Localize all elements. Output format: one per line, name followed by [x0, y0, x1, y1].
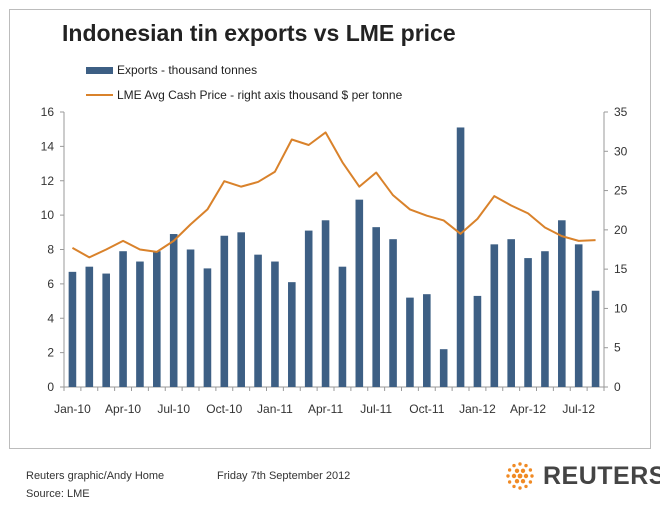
exports-bar	[490, 244, 499, 387]
price-line	[71, 131, 596, 259]
exports-bar	[591, 290, 600, 387]
right-tick-label: 30	[614, 144, 628, 158]
exports-bar	[406, 297, 414, 387]
x-tick-label: Jul-11	[360, 402, 392, 416]
exports-bar	[254, 254, 262, 387]
logo-dot	[520, 468, 526, 474]
logo-dot	[523, 473, 529, 479]
exports-bar	[68, 271, 77, 387]
left-tick-label: 8	[47, 243, 54, 257]
legend-label-exports: Exports - thousand tonnes	[117, 63, 258, 77]
legend-label-price: LME Avg Cash Price - right axis thousand…	[117, 88, 403, 102]
logo-dot	[530, 474, 534, 478]
logo-dot	[511, 473, 517, 479]
x-tick-label: Jan-12	[459, 402, 496, 416]
exports-bar	[102, 273, 110, 387]
right-tick-label: 0	[614, 380, 621, 394]
exports-bar	[389, 239, 397, 387]
exports-bar	[153, 251, 161, 387]
logo-dot	[512, 463, 516, 468]
logo-dot	[528, 468, 533, 472]
right-tick-label: 10	[614, 301, 628, 315]
credit-text: Reuters graphic/Andy Home	[26, 470, 165, 482]
legend-item-exports: Exports - thousand tonnes	[86, 63, 257, 77]
x-tick-label: Oct-10	[206, 402, 242, 416]
exports-bar	[288, 282, 296, 387]
exports-bar	[456, 127, 465, 387]
logo-dot	[524, 484, 528, 489]
right-tick-label: 5	[614, 341, 621, 355]
exports-bar	[507, 239, 515, 387]
exports-bar	[473, 295, 482, 387]
left-tick-label: 4	[47, 311, 54, 325]
exports-bar	[541, 251, 549, 387]
logo-dot	[518, 462, 522, 466]
exports-bar	[136, 261, 144, 387]
logo-dot	[507, 480, 512, 484]
left-tick-label: 14	[41, 139, 55, 153]
exports-bar	[574, 244, 583, 387]
logo-dot	[524, 463, 528, 468]
logo-dot	[512, 484, 516, 489]
x-tick-label: Apr-12	[510, 402, 546, 416]
exports-bar	[220, 235, 229, 387]
logo-dot	[520, 478, 526, 484]
plot-area: 0 2 4 6 8 10 12 14 16 0 5 10 15 20 25 30 35 Jan-10 Apr-10 J…	[41, 105, 628, 416]
left-tick-label: 0	[47, 380, 54, 394]
exports-bar	[558, 220, 566, 387]
x-tick-label: Oct-11	[409, 402, 444, 416]
date-text: Friday 7th September 2012	[217, 470, 351, 482]
x-tick-label: Jan-11	[257, 402, 293, 416]
exports-bar	[524, 258, 532, 387]
legend-swatch-exports	[86, 66, 113, 74]
x-tick-label: Jan-10	[54, 402, 91, 416]
exports-bar	[321, 220, 330, 387]
left-tick-label: 10	[41, 208, 55, 222]
logo-dot	[514, 478, 520, 484]
left-tick-label: 12	[41, 174, 55, 188]
exports-bar	[237, 232, 245, 387]
logo-dot	[517, 473, 523, 479]
x-tick-label: Apr-10	[105, 402, 141, 416]
exports-bar	[119, 251, 127, 387]
exports-bar	[304, 230, 313, 387]
right-tick-label: 15	[614, 262, 628, 276]
x-tick-label: Jul-12	[562, 402, 595, 416]
reuters-dots-icon	[506, 462, 534, 490]
logo-dot	[528, 480, 533, 484]
right-tick-label: 35	[614, 105, 628, 119]
right-tick-label: 20	[614, 223, 628, 237]
legend-swatch-price	[86, 94, 113, 96]
exports-bar	[169, 234, 178, 387]
exports-bar	[338, 266, 347, 387]
exports-bar	[203, 268, 212, 387]
exports-bar	[186, 249, 195, 387]
logo-dot	[507, 468, 512, 472]
exports-bar	[355, 199, 364, 387]
x-tick-label: Apr-11	[308, 402, 343, 416]
logo-dot	[518, 486, 522, 490]
logo-wordmark: REUTERS	[543, 461, 660, 490]
exports-bar	[372, 227, 380, 387]
legend-item-price: LME Avg Cash Price - right axis thousand…	[86, 88, 402, 102]
exports-bar	[85, 266, 94, 387]
left-tick-label: 2	[47, 346, 54, 360]
left-tick-label: 16	[41, 105, 55, 119]
right-tick-label: 25	[614, 184, 628, 198]
reuters-logo: REUTERS	[503, 459, 660, 493]
left-tick-label: 6	[47, 277, 54, 291]
logo-dot	[506, 474, 510, 478]
exports-bar	[423, 294, 431, 387]
source-text: Source: LME	[26, 488, 90, 500]
x-tick-label: Jul-10	[157, 402, 190, 416]
logo-dot	[514, 468, 520, 474]
exports-bar	[439, 349, 448, 387]
exports-bar	[271, 261, 279, 387]
chart-title: Indonesian tin exports vs LME price	[62, 20, 456, 46]
